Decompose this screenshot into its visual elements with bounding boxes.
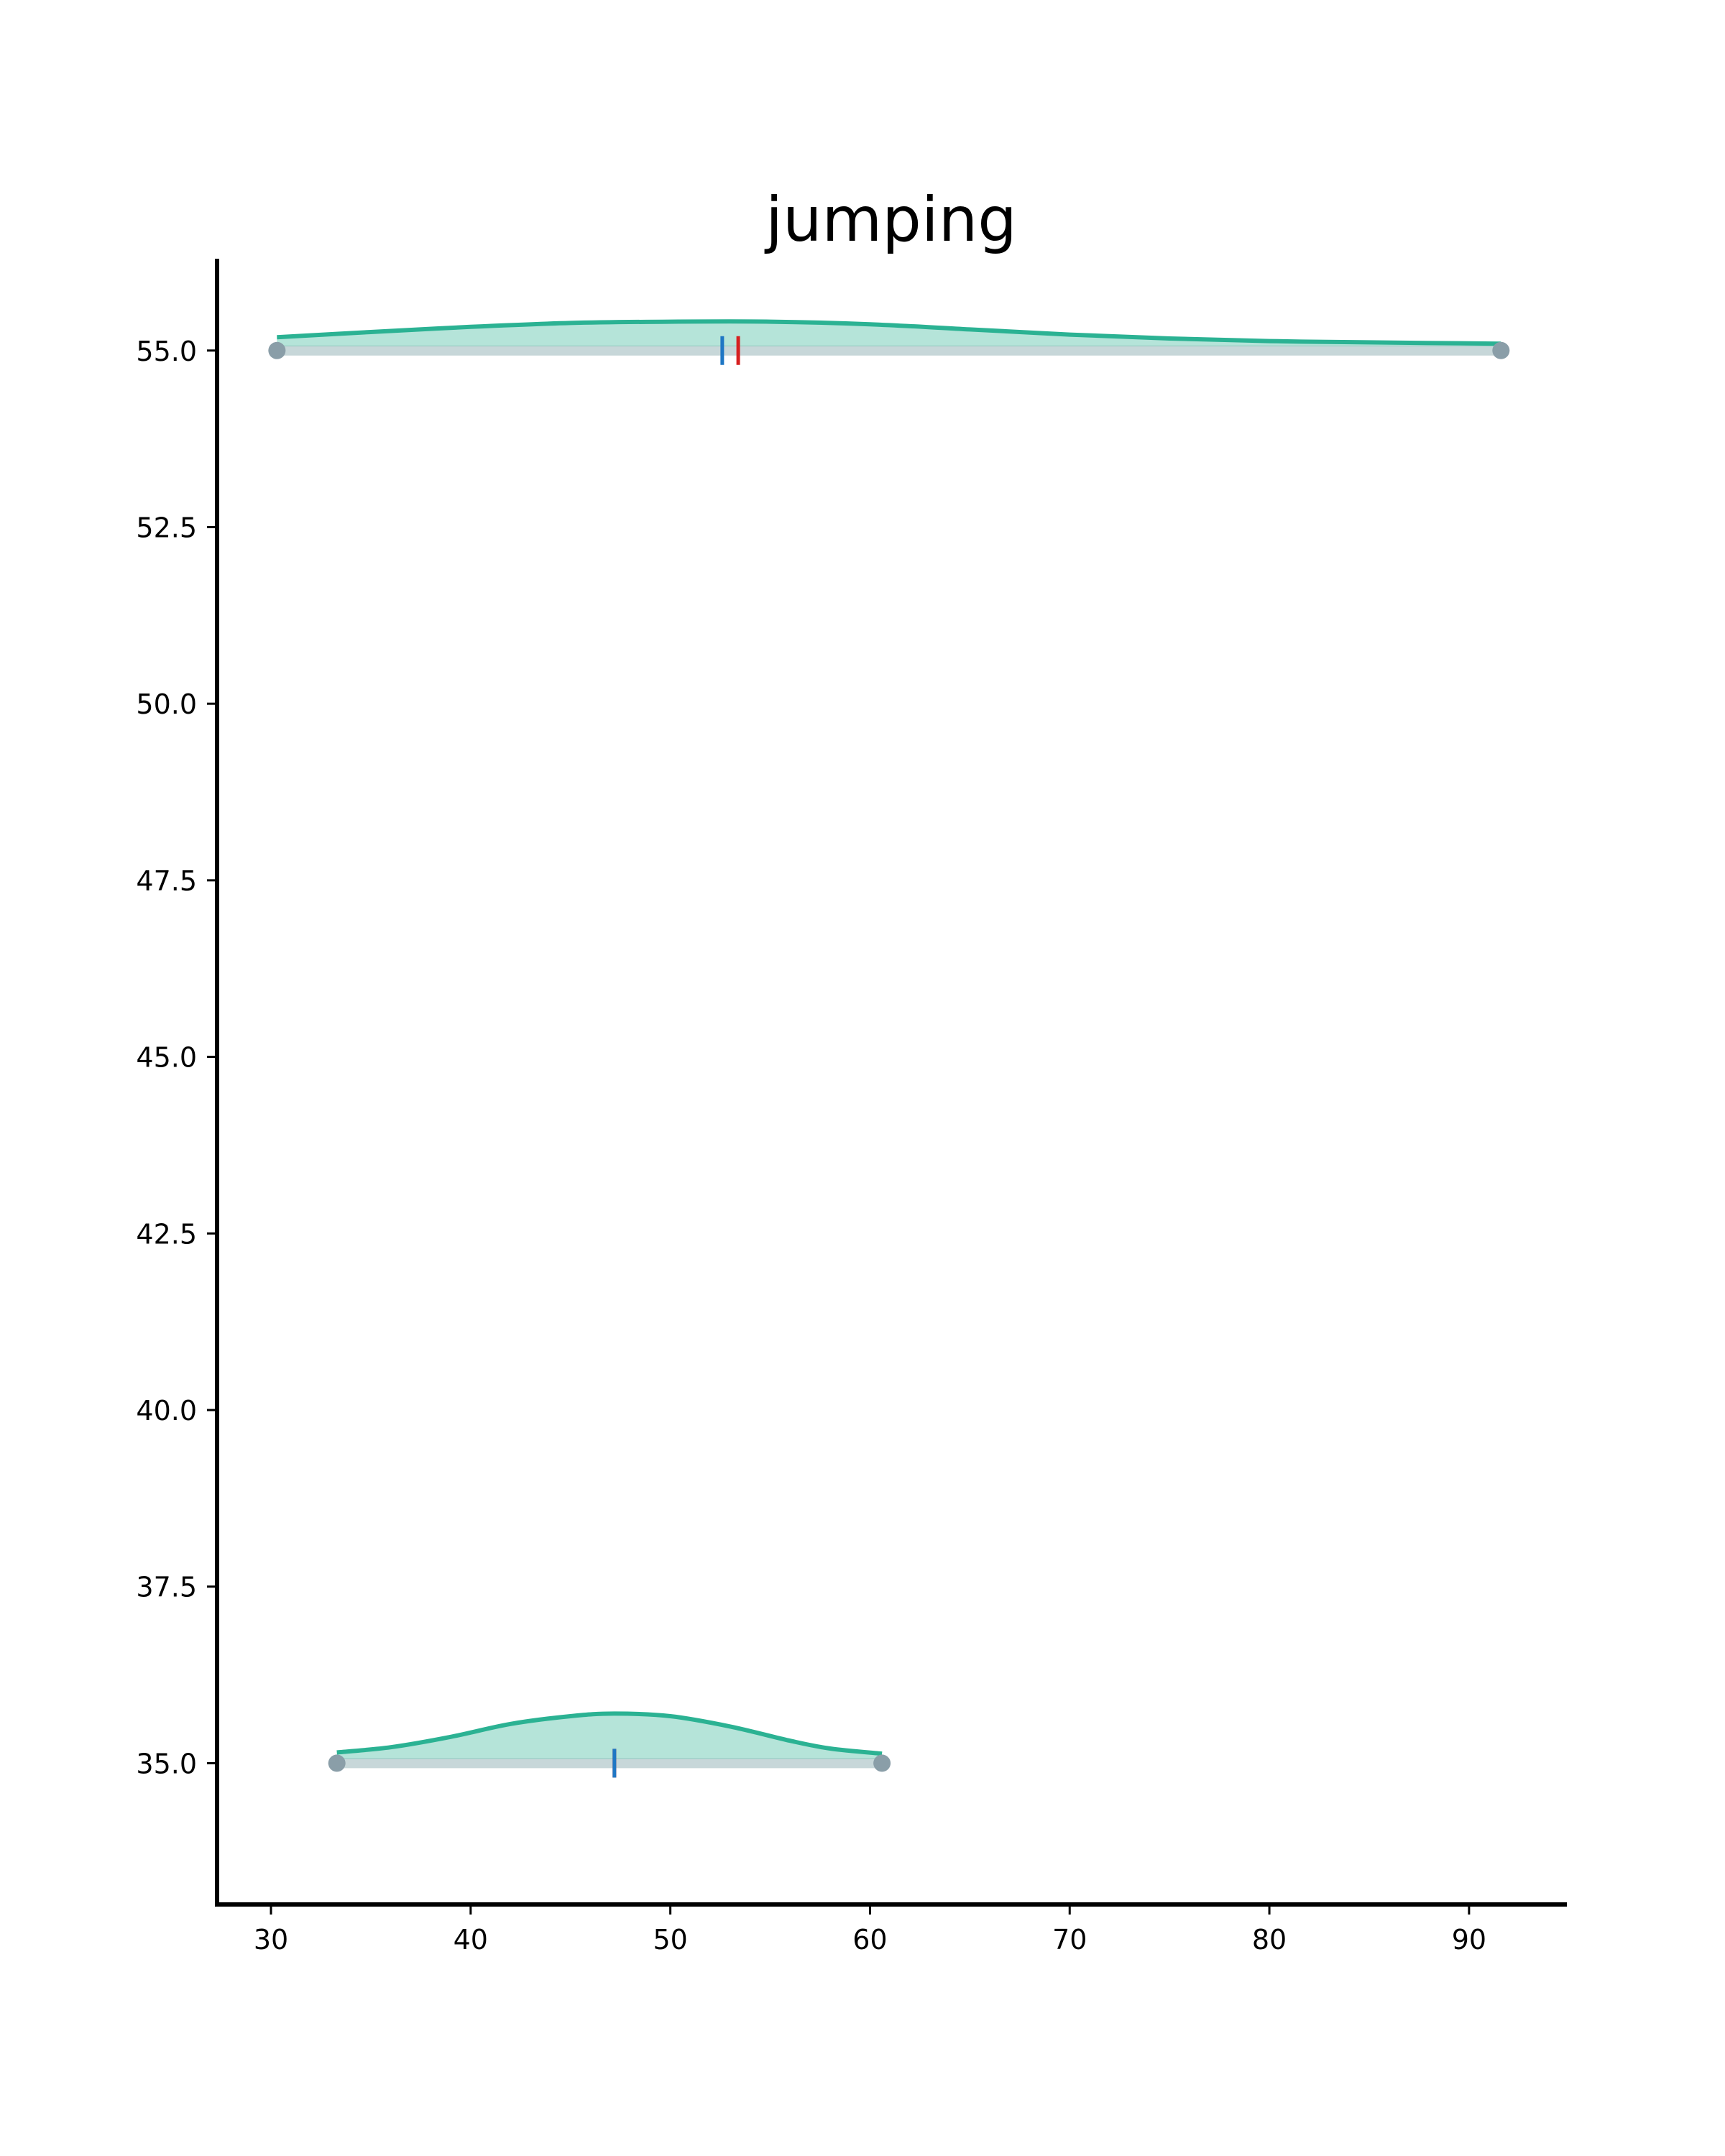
min-point	[328, 1754, 346, 1772]
y-tick-label: 37.5	[136, 1572, 197, 1603]
x-tick-label: 80	[1252, 1924, 1287, 1955]
violin-group	[328, 1711, 891, 1778]
violin-outline	[277, 319, 1501, 346]
violin-group	[268, 319, 1510, 365]
chart-title: jumping	[764, 184, 1017, 256]
x-tick-label: 90	[1452, 1924, 1486, 1955]
min-point	[268, 341, 286, 359]
x-tick-label: 50	[653, 1924, 687, 1955]
max-point	[873, 1754, 891, 1772]
y-tick-label: 45.0	[136, 1042, 197, 1074]
y-tick-label: 40.0	[136, 1395, 197, 1427]
max-point	[1492, 341, 1510, 359]
violin-body	[336, 1713, 883, 1759]
y-tick-label: 52.5	[136, 512, 197, 543]
plot-area	[268, 319, 1510, 1778]
y-tick-label: 50.0	[136, 688, 197, 720]
y-tick-label: 42.5	[136, 1218, 197, 1250]
x-tick-label: 70	[1052, 1924, 1087, 1955]
violin-outline	[336, 1711, 883, 1756]
y-tick-label: 47.5	[136, 865, 197, 897]
x-tick-label: 60	[852, 1924, 887, 1955]
axes: 30 40 50 60 70 80 90 35.0 37.5 40.0 42.5 45.0 47.5 50…	[136, 259, 1567, 1955]
x-tick-label: 30	[254, 1924, 288, 1955]
y-tick-label: 35.0	[136, 1748, 197, 1779]
x-tick-label: 40	[454, 1924, 488, 1955]
y-tick-label: 55.0	[136, 336, 197, 367]
